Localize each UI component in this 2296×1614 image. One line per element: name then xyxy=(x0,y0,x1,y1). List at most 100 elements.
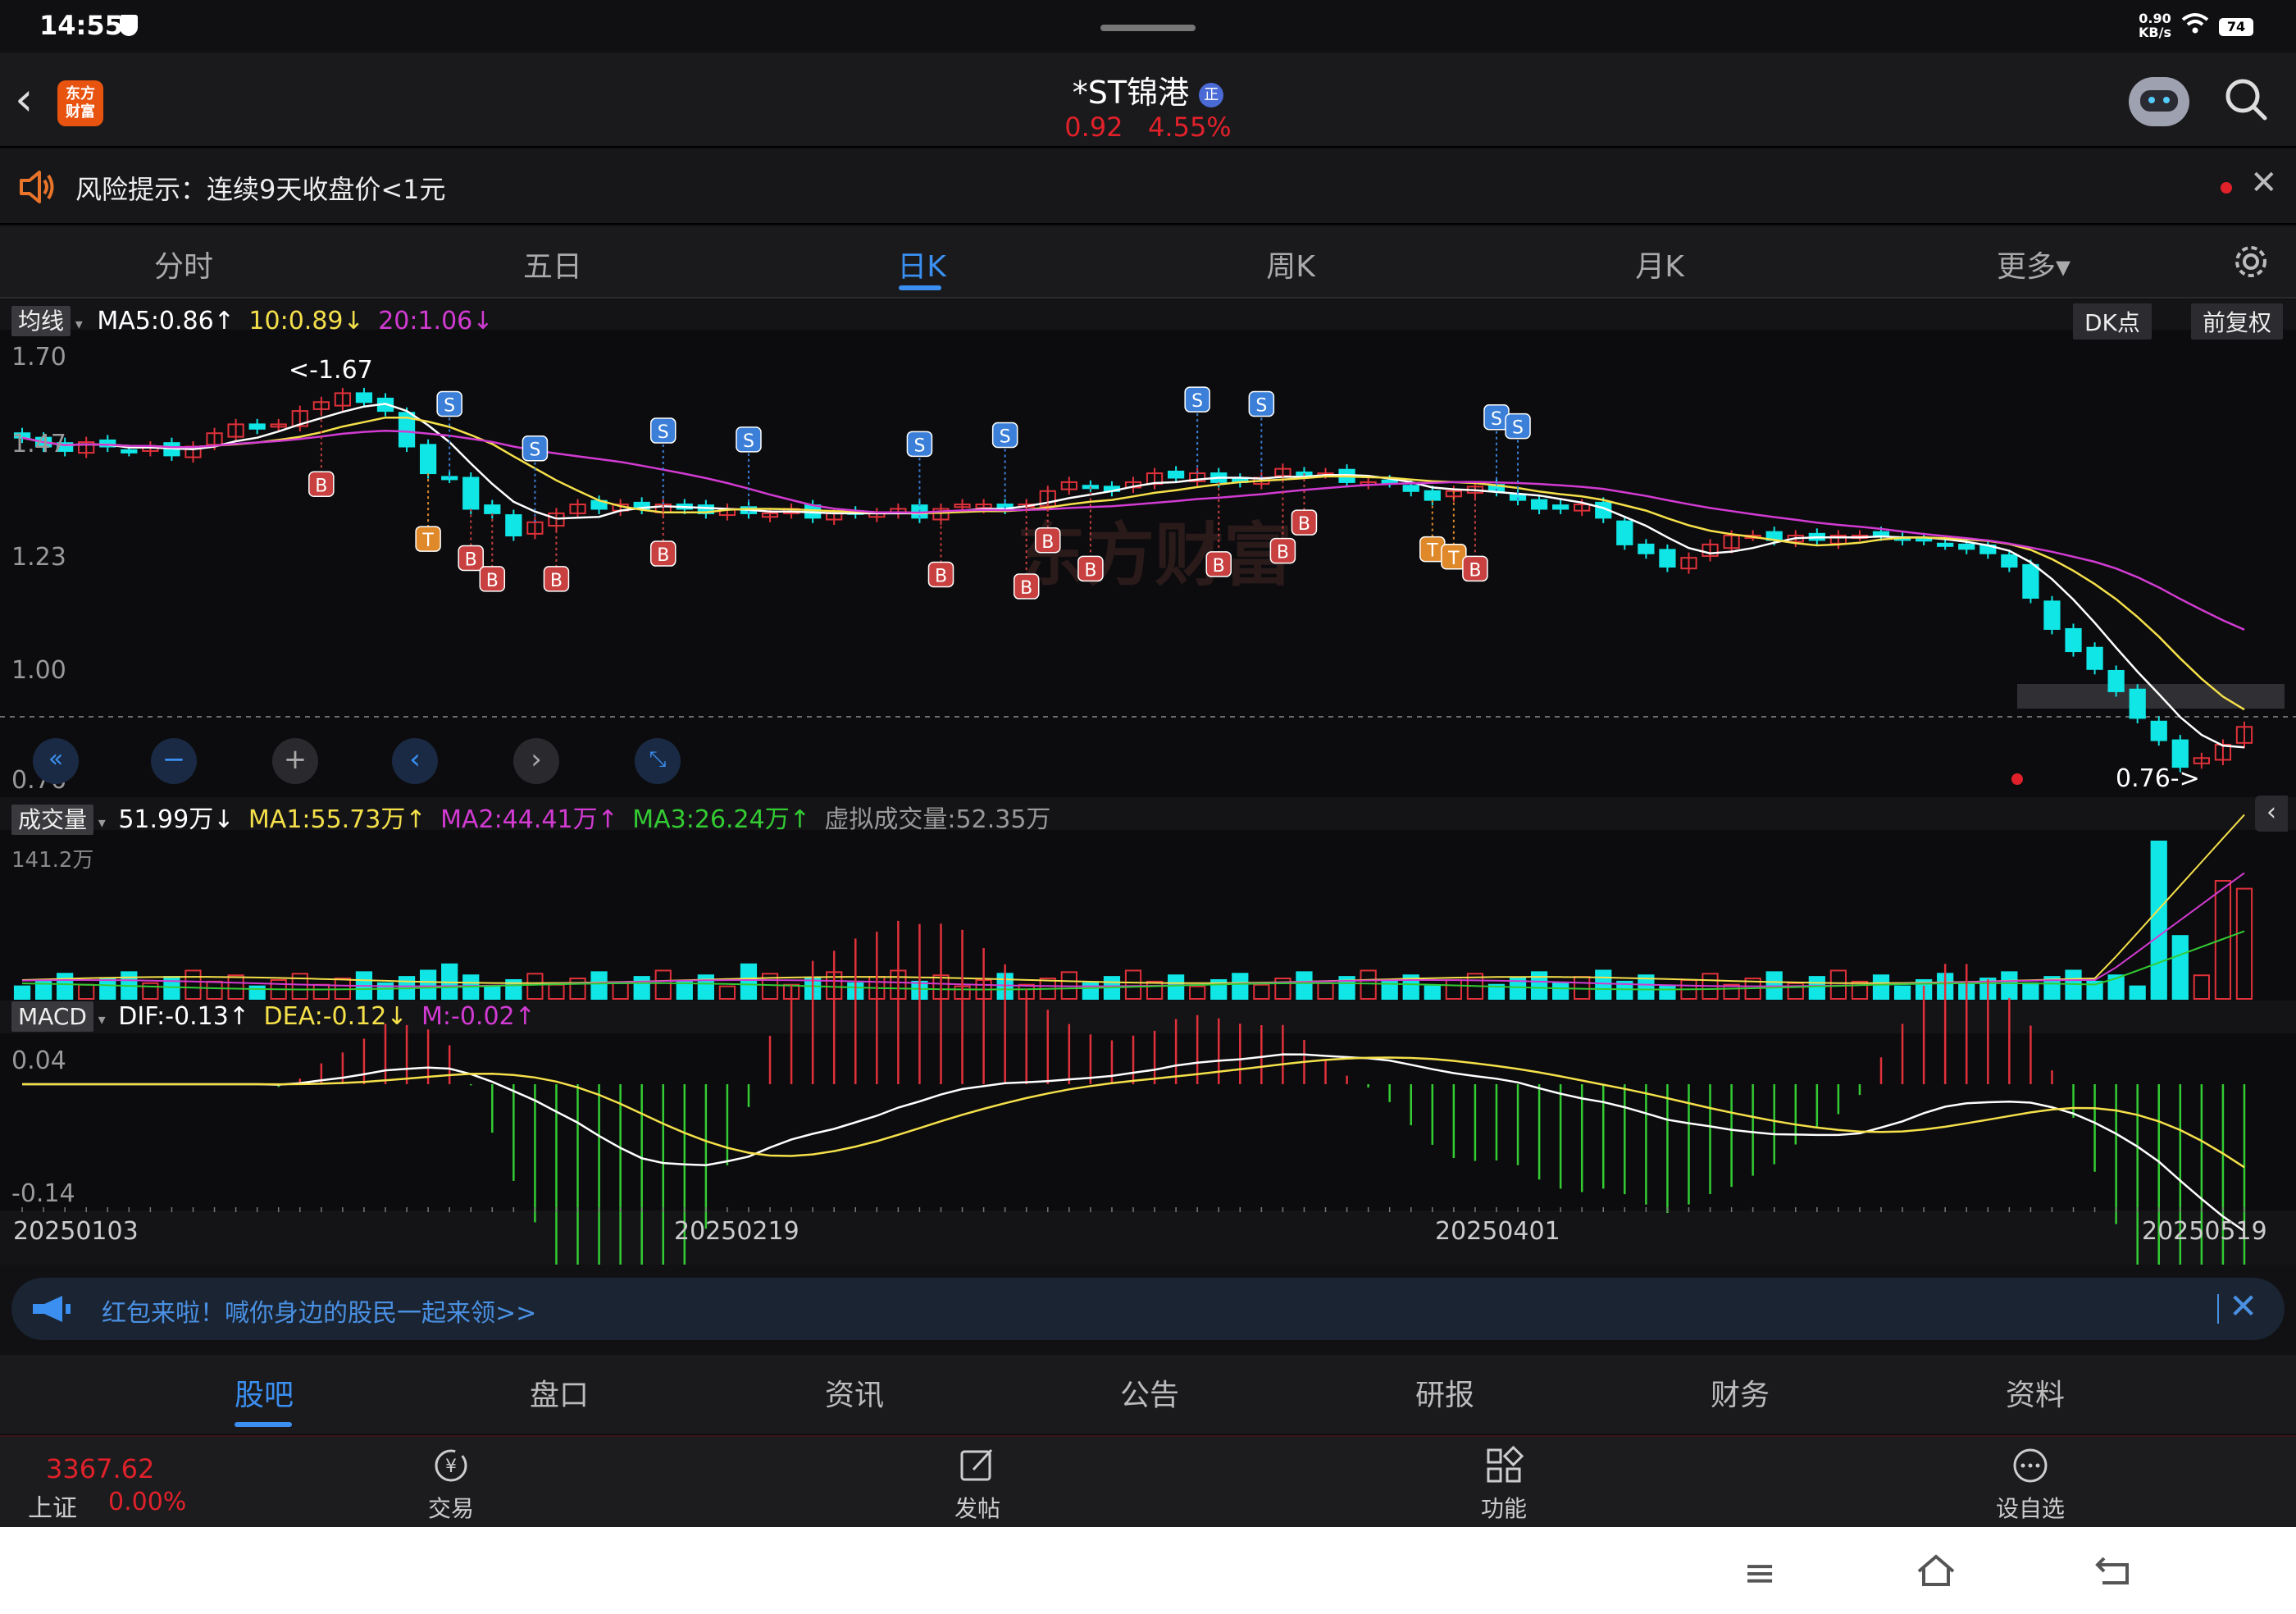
collapse-panel-icon[interactable]: ‹ xyxy=(2255,796,2288,832)
add-watchlist-button[interactable]: 设自选 xyxy=(1948,1445,2112,1524)
marker-label: B xyxy=(550,571,563,591)
candle xyxy=(1189,472,1206,482)
index-percent[interactable]: 0.00% xyxy=(108,1488,187,1516)
vol-ma1: MA1:55.73万↑ xyxy=(248,805,426,834)
app-logo[interactable]: 东方 财富 xyxy=(57,80,103,126)
marker-S xyxy=(1184,386,1210,413)
functions-button[interactable]: 功能 xyxy=(1422,1445,1586,1524)
volume-bar xyxy=(2107,974,2125,1001)
back-button[interactable]: ‹ xyxy=(15,73,34,126)
volume-bar xyxy=(2001,971,2018,1000)
marker-S xyxy=(1248,390,1275,417)
volume-value: 51.99万↓ xyxy=(118,805,235,834)
price-axis-label: 1.70 xyxy=(11,343,66,372)
candle xyxy=(2171,739,2189,768)
marker-S xyxy=(736,426,762,453)
candle xyxy=(2001,554,2018,568)
price-zone xyxy=(2017,684,2285,709)
ma-legend-bg xyxy=(0,300,2296,330)
adjust-button[interactable]: 前复权 xyxy=(2191,303,2284,340)
price-value: 0.92 xyxy=(1064,112,1123,143)
ma-selector[interactable]: 均线 xyxy=(11,306,71,336)
chevron-down-icon: ▾ xyxy=(71,316,83,333)
info-tabs: 股吧 盘口 资讯 公告 研报 财务 资料 xyxy=(0,1355,2296,1434)
tab-news[interactable]: 资讯 xyxy=(824,1379,884,1412)
candle xyxy=(398,412,416,448)
tab-research[interactable]: 研报 xyxy=(1414,1379,1474,1412)
chevron-down-icon: ▾ xyxy=(93,814,106,832)
megaphone-icon xyxy=(33,1296,71,1322)
zoom-in-icon[interactable]: + xyxy=(272,738,318,784)
tab-guba[interactable]: 股吧 xyxy=(234,1379,294,1412)
tab-announcements[interactable]: 公告 xyxy=(1119,1379,1179,1412)
volume-bar xyxy=(590,971,608,1000)
close-icon[interactable]: ✕ xyxy=(2250,164,2278,202)
volume-bar xyxy=(1402,974,1419,1001)
tab-profile[interactable]: 资料 xyxy=(2005,1379,2065,1412)
index-name[interactable]: 上证 xyxy=(28,1494,77,1523)
tab-finance[interactable]: 财务 xyxy=(1710,1379,1770,1412)
marker-label: B xyxy=(1084,560,1096,581)
marker-label: S xyxy=(1512,418,1524,439)
trade-button[interactable]: ¥ 交易 xyxy=(369,1445,533,1524)
candle xyxy=(2150,720,2167,741)
wifi-icon xyxy=(2181,11,2209,41)
candle xyxy=(462,476,480,510)
more-dots-icon xyxy=(2013,1448,2048,1483)
menu-icon[interactable]: ≡ xyxy=(1743,1550,1777,1596)
drag-handle[interactable] xyxy=(1100,25,1196,31)
bottom-toolbar: 3367.62 上证 0.00% ¥ 交易 发帖 功能 设自选 xyxy=(0,1435,2296,1527)
price-axis-label: 1.00 xyxy=(11,656,66,685)
tab-pankou[interactable]: 盘口 xyxy=(529,1379,589,1412)
gear-icon[interactable] xyxy=(2230,241,2271,282)
candle xyxy=(2086,646,2103,670)
volume-bar xyxy=(206,980,223,1001)
volume-selector[interactable]: 成交量 xyxy=(11,805,94,835)
volume-bar xyxy=(1509,978,1527,1000)
tab-intraday[interactable]: 分时 xyxy=(153,250,213,284)
stock-header: ‹ 东方 财富 *ST锦港 正 0.92 4.55% xyxy=(0,52,2296,148)
period-tabs: 分时 五日 日K 周K 月K 更多▾ xyxy=(0,226,2296,299)
volume-bar xyxy=(654,969,672,1001)
scroll-left-icon[interactable]: ‹ xyxy=(392,738,438,784)
date-label: 20250519 xyxy=(2142,1217,2267,1246)
tab-weekly-k[interactable]: 周K xyxy=(1266,250,1315,284)
candle xyxy=(569,504,586,514)
tab-monthly-k[interactable]: 月K xyxy=(1635,250,1684,284)
marker-label: S xyxy=(658,422,669,443)
post-button[interactable]: 发帖 xyxy=(895,1445,1059,1524)
scroll-right-icon[interactable]: › xyxy=(513,738,559,784)
volume-bar xyxy=(1893,985,1911,1001)
expand-icon[interactable]: ⤡ xyxy=(635,738,681,784)
risk-notice[interactable]: 风险提示：连续9天收盘价<1元 ✕ xyxy=(0,149,2296,225)
back-nav-icon[interactable] xyxy=(2094,1553,2135,1588)
zoom-out-icon[interactable]: − xyxy=(151,738,197,784)
home-icon[interactable] xyxy=(1916,1553,1957,1588)
marker-B xyxy=(458,545,484,572)
scroll-left-fast-icon[interactable]: « xyxy=(33,738,79,784)
candle xyxy=(1616,520,1633,545)
promo-banner[interactable]: 红包来啦！喊你身边的股民一起来领>> ✕ xyxy=(11,1278,2285,1340)
volume-bar xyxy=(78,983,95,1000)
banner-text: 红包来啦！喊你身边的股民一起来领>> xyxy=(102,1299,537,1328)
candle xyxy=(2129,688,2146,719)
dk-point-button[interactable]: DK点 xyxy=(2073,303,2152,340)
tab-daily-k[interactable]: 日K xyxy=(897,250,946,284)
tab-five-day[interactable]: 五日 xyxy=(522,250,582,284)
candle xyxy=(1381,479,1398,484)
volume-bar xyxy=(1189,985,1206,1001)
assistant-robot-icon[interactable] xyxy=(2129,77,2189,126)
index-value[interactable]: 3367.62 xyxy=(46,1453,155,1484)
volume-bar xyxy=(1167,974,1185,1001)
close-icon[interactable]: ✕ xyxy=(2229,1286,2258,1326)
macd-selector[interactable]: MACD xyxy=(11,1001,93,1032)
volume-bar xyxy=(1124,969,1142,1001)
marker-label: B xyxy=(1041,532,1054,553)
stock-title: *ST锦港 正 xyxy=(984,67,1312,112)
tab-more[interactable]: 更多▾ xyxy=(1996,250,2071,284)
virtual-volume: 虚拟成交量:52.35万 xyxy=(824,805,1051,834)
search-icon[interactable] xyxy=(2224,77,2268,121)
volume-bar xyxy=(13,985,31,1001)
